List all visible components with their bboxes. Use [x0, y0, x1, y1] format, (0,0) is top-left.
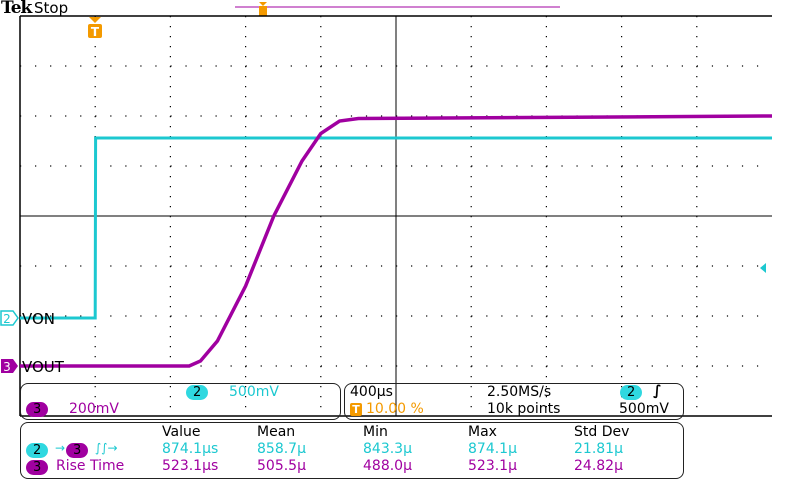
- mean: 505.5µ: [257, 458, 306, 474]
- graticule: [19, 15, 772, 417]
- ch3-ground-marker[interactable]: 3: [1, 359, 18, 374]
- col-stddev: Std Dev: [574, 424, 630, 440]
- col-mean: Mean: [257, 424, 296, 440]
- stddev: 24.82µ: [574, 458, 623, 474]
- delay-edge-icon: ∫∫→: [95, 441, 118, 455]
- ch3-badge: 3: [26, 402, 49, 417]
- svg-text:3: 3: [3, 360, 11, 374]
- trigger-icon: T: [350, 403, 362, 416]
- ch2-badge: 2: [186, 385, 209, 400]
- stddev: 21.81µ: [574, 441, 623, 457]
- rising-edge-icon: ∫: [653, 383, 662, 399]
- col-min: Min: [363, 424, 388, 440]
- mean: 858.7µ: [257, 441, 306, 457]
- target-badge: 3: [66, 443, 89, 458]
- record-trigger-icon: [259, 2, 267, 16]
- trigger-source-badge: 2: [620, 385, 643, 400]
- min: 488.0µ: [363, 458, 412, 474]
- trigger-level: 500mV: [619, 401, 669, 417]
- svg-text:2: 2: [3, 312, 11, 326]
- ch3-scale: 200mV: [69, 401, 119, 417]
- trigger-level-icon[interactable]: [760, 263, 766, 273]
- arrow-icon: →: [55, 441, 66, 455]
- trace-von: [20, 136, 772, 320]
- waveform-plot: T 2 VON 3 VOUT: [0, 2, 773, 417]
- max: 874.1µ: [468, 441, 517, 457]
- ch2-scale: 500mV: [229, 384, 279, 400]
- vertical-settings-panel[interactable]: 2 500mV 3 200mV: [20, 383, 341, 420]
- trace-vout: [20, 114, 773, 368]
- col-value: Value: [162, 424, 201, 440]
- horizontal-scale: 400µs: [350, 384, 393, 400]
- source-badge: 2: [26, 443, 49, 458]
- sample-rate: 2.50MS/s: [487, 384, 552, 400]
- measurement-panel[interactable]: Value Mean Min Max Std Dev 2 → 3 ∫∫→ 874…: [20, 422, 684, 479]
- ch2-label: VON: [22, 310, 55, 328]
- value: 874.1µs: [162, 441, 219, 457]
- trigger-position: 10.00 %: [366, 401, 424, 417]
- measurement-name: Rise Time: [56, 458, 125, 474]
- tek-logo: Tek: [1, 0, 32, 18]
- max: 523.1µ: [468, 458, 517, 474]
- source-badge: 3: [26, 460, 49, 475]
- horizontal-trigger-panel[interactable]: 400µs 2.50MS/s 2 ∫ T 10.00 % 10k points …: [344, 383, 684, 420]
- trigger-position-icon[interactable]: T: [88, 17, 102, 39]
- col-max: Max: [468, 424, 497, 440]
- min: 843.3µ: [363, 441, 412, 457]
- ch3-label: VOUT: [22, 358, 65, 376]
- acquisition-status: Stop: [34, 0, 69, 17]
- ch2-ground-marker[interactable]: 2: [0, 310, 19, 326]
- record-length: 10k points: [487, 401, 561, 417]
- svg-text:T: T: [91, 25, 100, 39]
- value: 523.1µs: [162, 458, 219, 474]
